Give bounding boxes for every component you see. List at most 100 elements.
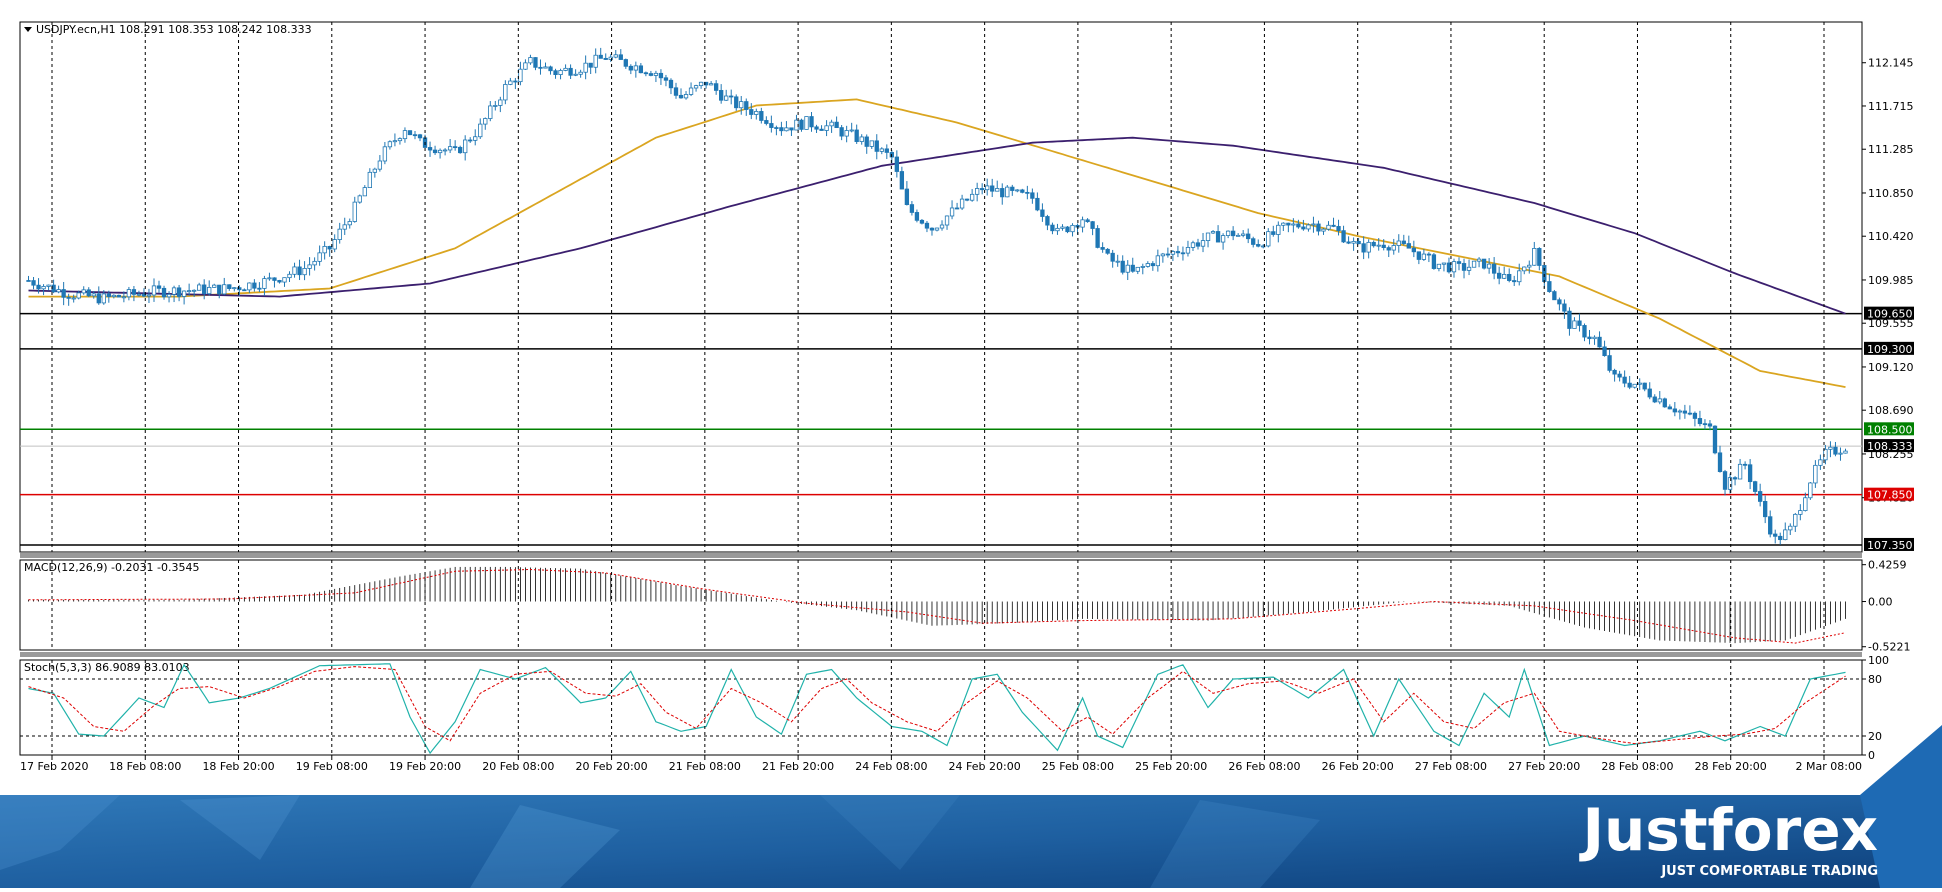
- candle-body: [1130, 264, 1135, 272]
- candle-body: [1451, 261, 1457, 273]
- stochastic-panel: 100 80 20 0 Stoch(5,3,3) 86.9089 83.0103: [19, 654, 1889, 762]
- candle-body: [1346, 241, 1351, 244]
- candle-body: [473, 136, 478, 141]
- candle-body: [1230, 230, 1236, 237]
- price-panel-frame: [19, 21, 1863, 553]
- candle-body: [598, 54, 603, 59]
- candle-body: [1281, 222, 1286, 226]
- candle-body: [1291, 223, 1296, 226]
- candle-body: [849, 129, 854, 132]
- candle-body: [191, 289, 197, 292]
- candle-body: [437, 149, 443, 154]
- x-tick-label: 24 Feb 08:00: [855, 760, 927, 773]
- candle-body: [588, 62, 593, 68]
- candle-body: [1446, 262, 1452, 273]
- candle-body: [1702, 423, 1708, 426]
- candle-body: [412, 134, 418, 137]
- candle-body: [1135, 266, 1140, 272]
- y-tick-label: 111.285: [1868, 143, 1914, 156]
- candle-body: [1627, 382, 1632, 388]
- candle-body: [1220, 235, 1226, 243]
- candle-body: [1431, 254, 1437, 269]
- candle-body: [739, 101, 744, 109]
- y-tick-label: 112.145: [1868, 57, 1914, 70]
- candle-body: [1261, 245, 1266, 248]
- candle-body: [708, 83, 714, 86]
- candle-body: [1637, 382, 1642, 385]
- candle-body: [688, 87, 694, 95]
- candle-body: [1311, 223, 1316, 226]
- candle-body: [1366, 241, 1371, 253]
- candle-body: [1727, 477, 1733, 490]
- candle-body: [101, 293, 106, 304]
- candle-body: [1712, 425, 1718, 454]
- candle-body: [237, 287, 242, 291]
- candle-body: [789, 127, 794, 131]
- candle-body: [1215, 231, 1221, 243]
- candle-body: [483, 118, 488, 125]
- candle-body: [1356, 241, 1361, 245]
- candle-body: [618, 54, 623, 60]
- candle-body: [1607, 355, 1612, 371]
- candle-body: [1843, 450, 1848, 454]
- candle-body: [538, 66, 543, 69]
- candle-body: [1486, 263, 1492, 269]
- level-tag-label: 107.350: [1867, 539, 1913, 552]
- x-tick-label: 21 Feb 20:00: [762, 760, 834, 773]
- candle-body: [1642, 382, 1647, 390]
- candle-body: [1803, 497, 1808, 511]
- candle-body: [1456, 261, 1462, 264]
- candle-body: [884, 148, 889, 153]
- candle-body: [1742, 463, 1748, 466]
- candle-body: [1125, 264, 1130, 273]
- candle-body: [1798, 510, 1803, 515]
- level-tag-label: 109.300: [1867, 343, 1913, 356]
- candle-body: [1160, 253, 1166, 257]
- candle-body: [1602, 346, 1607, 357]
- candle-body: [126, 289, 132, 298]
- candle-body: [1647, 388, 1652, 398]
- candle-body: [658, 72, 664, 79]
- stoch-panel-title: Stoch(5,3,3) 86.9089 83.0103: [24, 661, 190, 674]
- candle-body: [287, 273, 292, 279]
- candle-body: [56, 289, 61, 293]
- candle-body: [1481, 258, 1487, 269]
- candle-body: [1210, 231, 1216, 234]
- candle-body: [1788, 525, 1793, 531]
- candle-body: [1617, 373, 1622, 378]
- candle-body: [1662, 398, 1667, 408]
- candle-body: [859, 136, 864, 142]
- candle-body: [668, 79, 674, 89]
- candle-body: [297, 266, 302, 276]
- candle-body: [397, 138, 403, 142]
- candle-body: [1100, 247, 1105, 250]
- candle-body: [874, 140, 879, 152]
- candle-body: [744, 101, 749, 110]
- candle-body: [1040, 209, 1045, 217]
- candle-body: [1321, 228, 1326, 232]
- candle-body: [387, 141, 393, 148]
- candle-body: [724, 95, 729, 101]
- candle-body: [327, 245, 332, 250]
- x-tick-label: 27 Feb 08:00: [1415, 760, 1487, 773]
- candle-body: [1251, 238, 1256, 245]
- candle-body: [593, 54, 598, 68]
- candle-body: [468, 139, 473, 142]
- candle-body: [1707, 423, 1713, 427]
- candle-body: [1010, 186, 1015, 191]
- candle-body: [909, 204, 915, 213]
- candle-body: [1090, 221, 1095, 229]
- candle-body: [392, 140, 398, 143]
- candle-body: [1145, 263, 1150, 267]
- candle-body: [61, 289, 66, 298]
- candle-body: [121, 296, 127, 299]
- candle-body: [1542, 265, 1547, 282]
- candle-body: [1773, 533, 1778, 537]
- panel-separator: [20, 652, 1862, 657]
- candle-body: [252, 282, 257, 289]
- candle-body: [673, 87, 679, 96]
- candle-body: [628, 65, 633, 71]
- candle-body: [513, 80, 518, 83]
- candle-body: [583, 62, 588, 73]
- candle-body: [663, 77, 669, 81]
